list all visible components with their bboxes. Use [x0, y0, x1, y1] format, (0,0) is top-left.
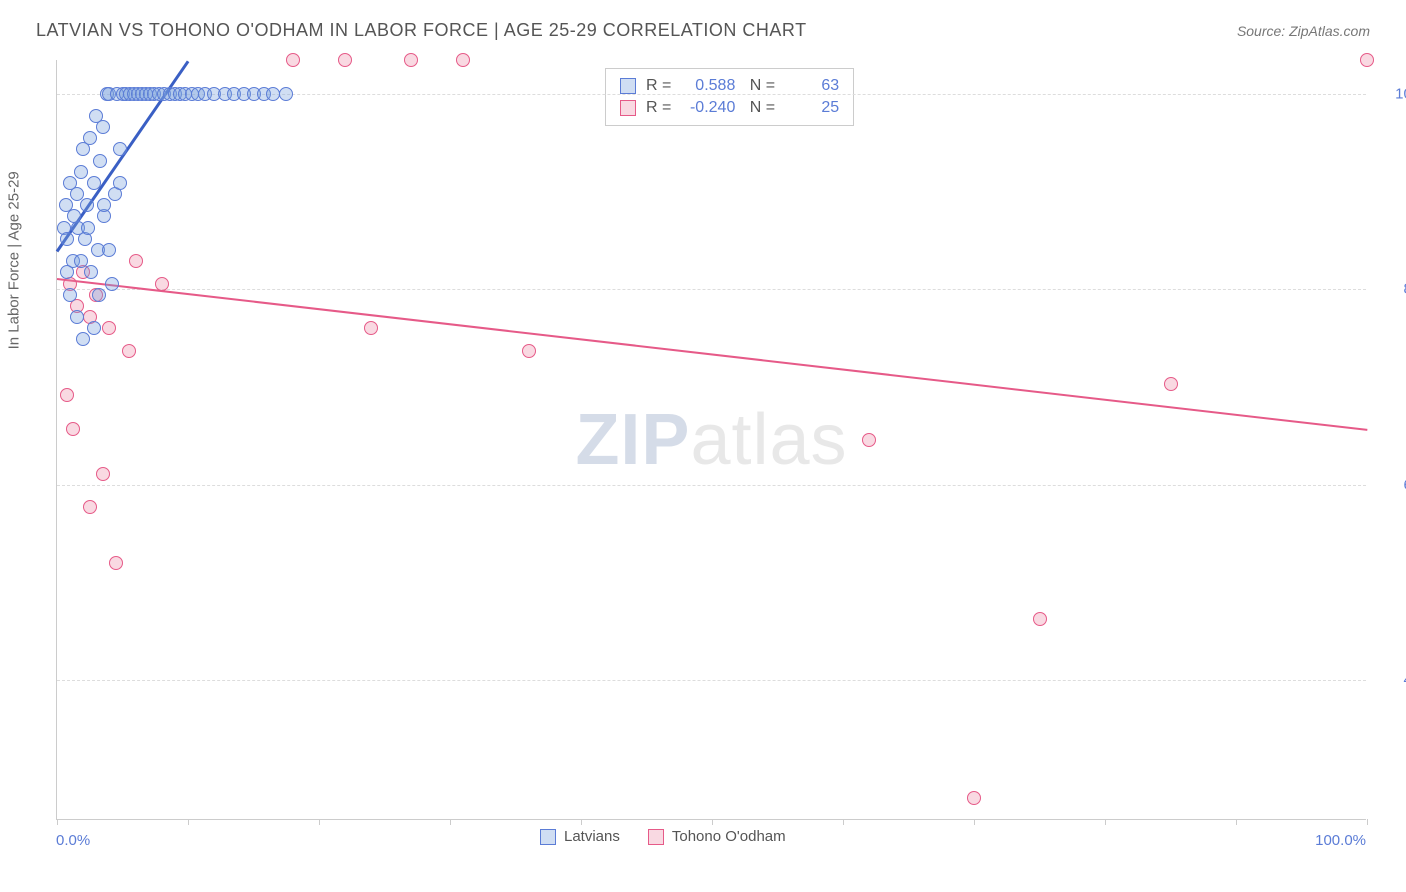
data-point [60, 388, 74, 402]
scatter-chart: ZIPatlas R = 0.588 N = 63 R = -0.240 N =… [56, 60, 1366, 820]
data-point [404, 53, 418, 67]
y-tick-label: 65.0% [1376, 476, 1406, 493]
data-point [129, 254, 143, 268]
x-tick [1105, 819, 1106, 825]
x-tick [843, 819, 844, 825]
legend-swatch-latvian [540, 829, 556, 845]
gridline [57, 680, 1366, 681]
trendline [57, 278, 1367, 431]
correlation-stats-box: R = 0.588 N = 63 R = -0.240 N = 25 [605, 68, 854, 126]
data-point [96, 467, 110, 481]
data-point [338, 53, 352, 67]
data-point [1164, 377, 1178, 391]
x-tick [1236, 819, 1237, 825]
data-point [97, 198, 111, 212]
data-point [76, 332, 90, 346]
n-value-tohono: 25 [785, 99, 839, 117]
gridline [57, 485, 1366, 486]
data-point [80, 198, 94, 212]
r-value-tohono: -0.240 [681, 99, 735, 117]
legend-item-tohono: Tohono O'odham [648, 828, 786, 845]
x-tick [581, 819, 582, 825]
data-point [967, 791, 981, 805]
data-point [102, 321, 116, 335]
x-axis-min-label: 0.0% [56, 832, 90, 849]
n-value-latvian: 63 [785, 77, 839, 95]
legend-swatch-tohono [648, 829, 664, 845]
data-point [87, 176, 101, 190]
data-point [83, 500, 97, 514]
watermark: ZIPatlas [575, 399, 847, 481]
x-tick [450, 819, 451, 825]
x-tick [712, 819, 713, 825]
data-point [74, 254, 88, 268]
swatch-tohono [620, 100, 636, 116]
data-point [93, 154, 107, 168]
legend-label-latvian: Latvians [564, 828, 620, 845]
data-point [84, 265, 98, 279]
y-axis-label: In Labor Force | Age 25-29 [6, 171, 23, 349]
data-point [122, 344, 136, 358]
data-point [83, 131, 97, 145]
legend: Latvians Tohono O'odham [540, 828, 786, 845]
data-point [113, 176, 127, 190]
data-point [1033, 612, 1047, 626]
data-point [63, 288, 77, 302]
legend-label-tohono: Tohono O'odham [672, 828, 786, 845]
data-point [1360, 53, 1374, 67]
data-point [60, 265, 74, 279]
x-tick [57, 819, 58, 825]
data-point [155, 277, 169, 291]
data-point [456, 53, 470, 67]
data-point [364, 321, 378, 335]
x-tick [188, 819, 189, 825]
data-point [102, 243, 116, 257]
chart-title: LATVIAN VS TOHONO O'ODHAM IN LABOR FORCE… [36, 20, 807, 41]
gridline [57, 289, 1366, 290]
x-tick [1367, 819, 1368, 825]
data-point [266, 87, 280, 101]
source-attribution: Source: ZipAtlas.com [1237, 23, 1370, 39]
data-point [279, 87, 293, 101]
data-point [66, 422, 80, 436]
legend-item-latvian: Latvians [540, 828, 620, 845]
data-point [92, 288, 106, 302]
data-point [109, 556, 123, 570]
data-point [74, 165, 88, 179]
data-point [60, 232, 74, 246]
y-tick-label: 100.0% [1376, 85, 1406, 102]
data-point [70, 310, 84, 324]
data-point [862, 433, 876, 447]
data-point [96, 120, 110, 134]
y-tick-label: 47.5% [1376, 672, 1406, 689]
x-tick [319, 819, 320, 825]
x-tick [974, 819, 975, 825]
data-point [113, 142, 127, 156]
data-point [286, 53, 300, 67]
data-point [522, 344, 536, 358]
y-tick-label: 82.5% [1376, 281, 1406, 298]
r-value-latvian: 0.588 [681, 77, 735, 95]
data-point [105, 277, 119, 291]
swatch-latvian [620, 78, 636, 94]
x-axis-max-label: 100.0% [1315, 832, 1366, 849]
stats-row-tohono: R = -0.240 N = 25 [620, 97, 839, 119]
data-point [81, 221, 95, 235]
data-point [87, 321, 101, 335]
